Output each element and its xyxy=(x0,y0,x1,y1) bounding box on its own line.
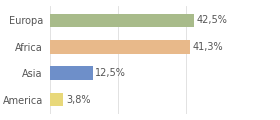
Bar xyxy=(50,66,93,80)
Text: 41,3%: 41,3% xyxy=(193,42,223,52)
Text: 12,5%: 12,5% xyxy=(95,68,126,78)
Bar xyxy=(50,14,194,27)
Bar xyxy=(50,93,63,106)
Text: 3,8%: 3,8% xyxy=(66,95,90,105)
Text: 42,5%: 42,5% xyxy=(197,15,228,25)
Bar xyxy=(50,40,190,54)
